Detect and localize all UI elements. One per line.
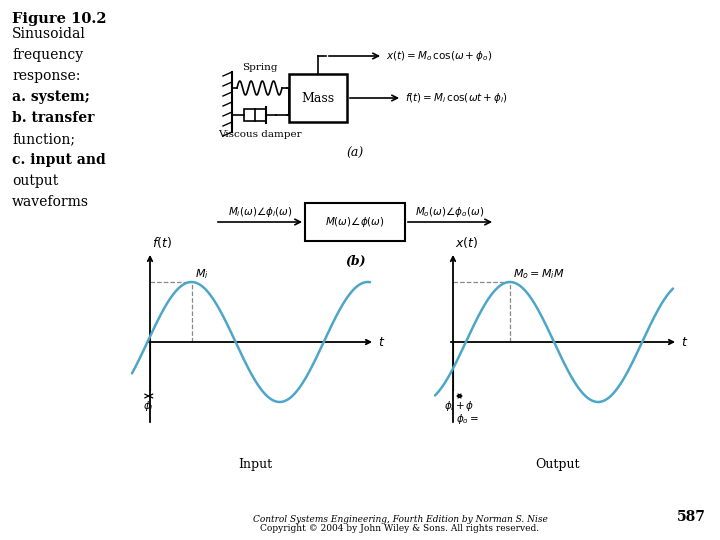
Bar: [289, 74, 347, 122]
Text: Input: Input: [238, 458, 272, 471]
Text: (a): (a): [346, 147, 364, 160]
Text: $\phi_i + \phi$: $\phi_i + \phi$: [444, 399, 474, 413]
Text: Copyright © 2004 by John Wiley & Sons. All rights reserved.: Copyright © 2004 by John Wiley & Sons. A…: [261, 524, 539, 533]
Text: b. transfer: b. transfer: [12, 111, 94, 125]
Text: $M_i$: $M_i$: [194, 267, 208, 281]
Text: waveforms: waveforms: [12, 195, 89, 209]
Text: $M_o(\omega)\angle\phi_o(\omega)$: $M_o(\omega)\angle\phi_o(\omega)$: [415, 205, 485, 219]
Text: function;: function;: [12, 132, 75, 146]
Text: $x(t) = M_o\,\cos(\omega + \phi_o)$: $x(t) = M_o\,\cos(\omega + \phi_o)$: [386, 49, 492, 63]
Text: (b): (b): [345, 255, 365, 268]
Text: Mass: Mass: [302, 91, 335, 105]
Text: Spring: Spring: [242, 63, 278, 72]
Text: Control Systems Engineering, Fourth Edition by Norman S. Nise: Control Systems Engineering, Fourth Edit…: [253, 515, 547, 524]
Text: $M(\omega)\angle\phi(\omega)$: $M(\omega)\angle\phi(\omega)$: [325, 215, 385, 229]
Text: Output: Output: [536, 458, 580, 471]
Text: $t$: $t$: [378, 335, 385, 348]
Bar: [244, 109, 266, 121]
Text: output: output: [12, 174, 58, 188]
Text: $f(t) = M_i\,\cos(\omega t + \phi_i)$: $f(t) = M_i\,\cos(\omega t + \phi_i)$: [405, 91, 508, 105]
Text: $M_o = M_i M$: $M_o = M_i M$: [513, 267, 564, 281]
Text: 587: 587: [677, 510, 706, 524]
Text: frequency: frequency: [12, 48, 83, 62]
Text: a. system;: a. system;: [12, 90, 90, 104]
Text: $t$: $t$: [681, 335, 688, 348]
Text: $\phi_i$: $\phi_i$: [143, 399, 154, 413]
Text: Figure 10.2: Figure 10.2: [12, 12, 107, 26]
Text: $x(t)$: $x(t)$: [455, 235, 478, 250]
Text: Viscous damper: Viscous damper: [218, 130, 302, 139]
Bar: [305, 203, 405, 241]
Text: c. input and: c. input and: [12, 153, 106, 167]
Text: $\phi_o =$: $\phi_o =$: [456, 412, 480, 426]
Text: response:: response:: [12, 69, 81, 83]
Text: Sinusoidal: Sinusoidal: [12, 27, 86, 41]
Text: $M_i(\omega)\angle\phi_i(\omega)$: $M_i(\omega)\angle\phi_i(\omega)$: [228, 205, 292, 219]
Text: $f(t)$: $f(t)$: [152, 235, 172, 250]
